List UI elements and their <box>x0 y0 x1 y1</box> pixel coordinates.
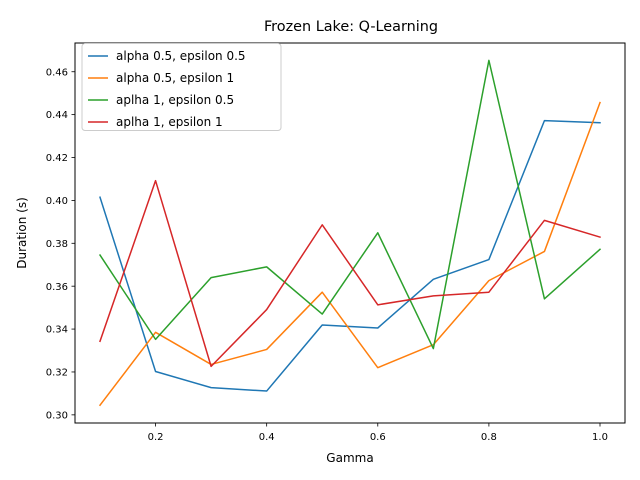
y-tick-label: 0.32 <box>46 368 68 379</box>
y-tick-label: 0.44 <box>46 110 68 121</box>
y-tick-label: 0.36 <box>46 282 68 293</box>
x-axis-label: Gamma <box>326 451 373 465</box>
y-tick-label: 0.34 <box>46 325 68 336</box>
x-tick-label: 0.4 <box>259 432 275 443</box>
legend-label-2: alpha 0.5, epsilon 1 <box>116 71 234 85</box>
legend: alpha 0.5, epsilon 0.5 alpha 0.5, epsilon… <box>81 43 282 131</box>
chart-title: Frozen Lake: Q-Learning <box>264 19 438 35</box>
y-tick-label: 0.46 <box>46 67 68 78</box>
y-tick-label: 0.42 <box>46 153 68 164</box>
series-line-3 <box>98 59 602 350</box>
y-tick-label: 0.38 <box>46 239 68 250</box>
y-tick-label: 0.30 <box>46 410 68 421</box>
series-line-2 <box>98 101 601 407</box>
x-tick-label: 0.2 <box>148 432 164 443</box>
legend-label-4: aplha 1, epsilon 1 <box>116 115 223 129</box>
legend-label-3: aplha 1, epsilon 0.5 <box>116 93 234 107</box>
series-layer <box>98 59 602 407</box>
series-line-1 <box>99 119 601 392</box>
plot-frame <box>74 42 626 424</box>
y-axis: 0.30 0.32 0.34 0.36 0.38 0.40 0.42 0.44 0.46 <box>46 67 75 421</box>
series-line-4 <box>99 179 601 368</box>
legend-label-1: alpha 0.5, epsilon 0.5 <box>116 49 246 63</box>
x-tick-label: 0.8 <box>481 432 497 443</box>
legend-box <box>81 43 282 131</box>
x-tick-label: 0.6 <box>370 432 386 443</box>
y-axis-label: Duration (s) <box>15 197 29 269</box>
x-axis: 0.2 0.4 0.6 0.8 1.0 <box>148 423 608 443</box>
x-tick-label: 1.0 <box>592 432 608 443</box>
y-tick-label: 0.40 <box>46 196 68 207</box>
